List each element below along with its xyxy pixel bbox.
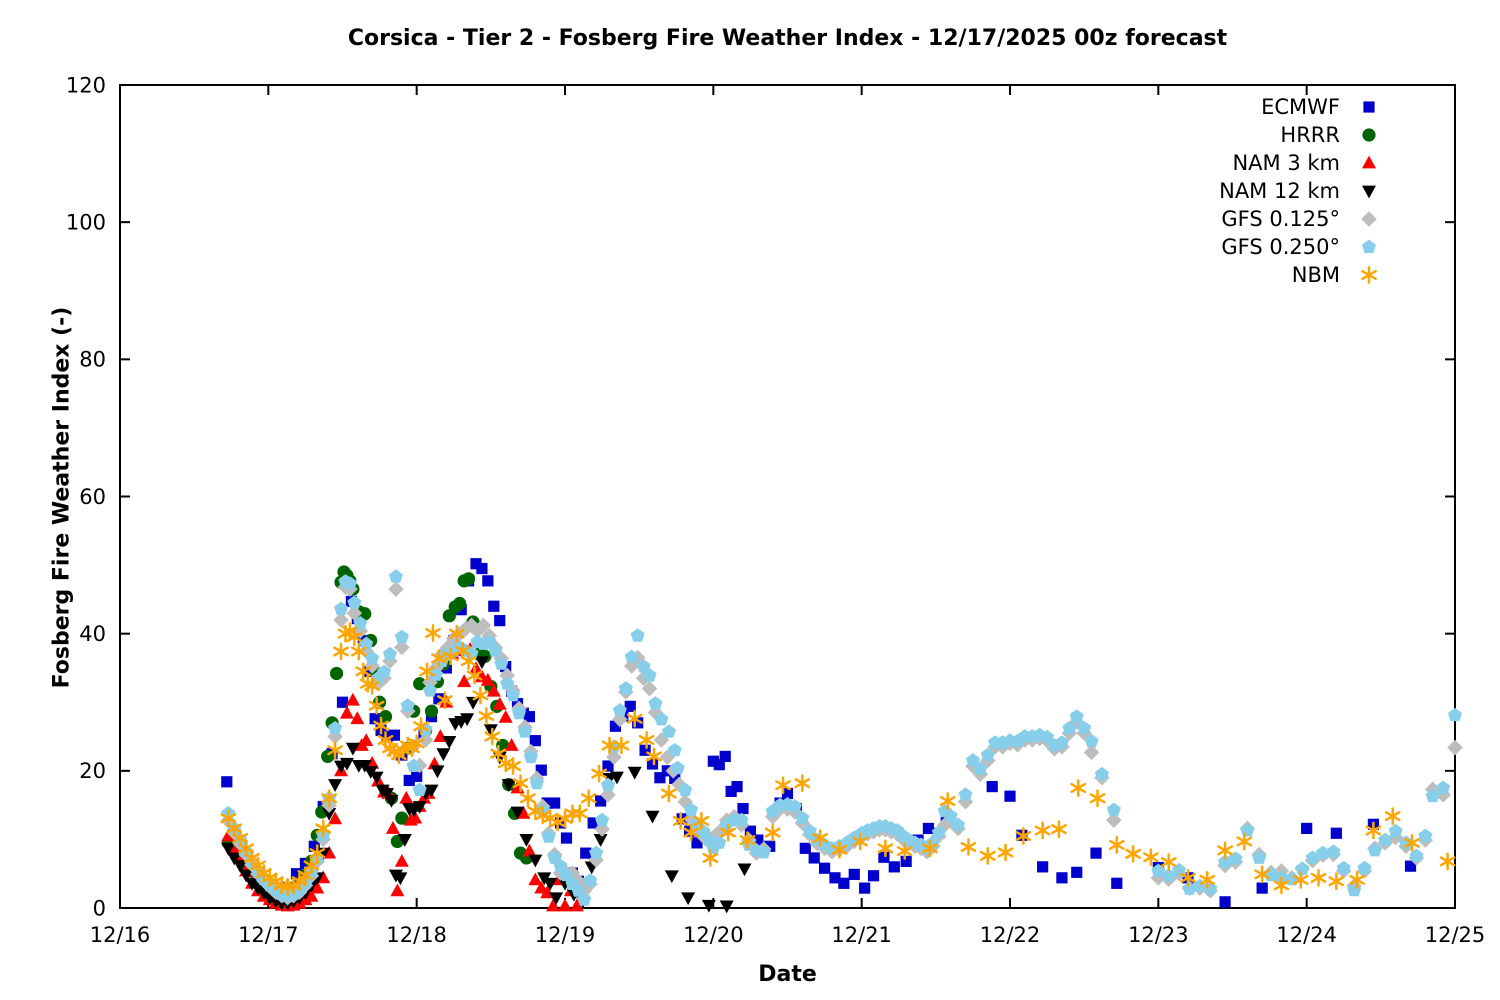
legend: ECMWF HRRR NAM 3 km NAM 12 km GFS 0.125° GFS … <box>1219 93 1382 289</box>
y-tick-label: 100 <box>66 211 106 235</box>
legend-item-nbm: NBM <box>1219 261 1382 289</box>
y-axis-ticks: 0 20 40 60 80 100 120 <box>66 73 1455 920</box>
legend-marker-triangle-down-icon <box>1362 185 1376 199</box>
legend-label: GFS 0.250° <box>1221 235 1340 259</box>
x-tick-label: 12/17 <box>238 923 299 947</box>
x-tick-label: 12/16 <box>90 923 151 947</box>
legend-label: HRRR <box>1280 123 1340 147</box>
legend-item-hrrr: HRRR <box>1219 121 1382 149</box>
legend-marker-diamond-icon <box>1361 211 1377 227</box>
legend-item-nam-3-km: NAM 3 km <box>1219 149 1382 177</box>
y-tick-label: 20 <box>79 759 106 783</box>
x-tick-label: 12/20 <box>683 923 744 947</box>
x-tick-label: 12/22 <box>980 923 1041 947</box>
legend-label: NBM <box>1291 263 1340 287</box>
legend-marker-square-icon <box>1363 101 1375 113</box>
y-tick-label: 120 <box>66 73 106 97</box>
legend-marker-asterisk-icon <box>1361 266 1377 284</box>
legend-item-ecmwf: ECMWF <box>1219 93 1382 121</box>
y-tick-label: 40 <box>79 622 106 646</box>
x-tick-label: 12/19 <box>535 923 596 947</box>
legend-marker-circle-icon <box>1362 128 1376 142</box>
legend-item-gfs-0-125: GFS 0.125° <box>1219 205 1382 233</box>
y-tick-label: 80 <box>79 348 106 372</box>
x-tick-label: 12/24 <box>1276 923 1337 947</box>
legend-label: NAM 3 km <box>1232 151 1340 175</box>
x-axis-ticks: 12/16 12/17 12/18 12/19 12/20 12/21 12/22 12/23… <box>90 85 1486 947</box>
x-tick-label: 12/23 <box>1128 923 1189 947</box>
series-nbm <box>220 622 1456 896</box>
chart-title: Corsica - Tier 2 - Fosberg Fire Weather … <box>347 26 1228 51</box>
legend-label: NAM 12 km <box>1219 179 1340 203</box>
legend-marker-triangle-up-icon <box>1362 155 1376 169</box>
legend-item-nam-12-km: NAM 12 km <box>1219 177 1382 205</box>
y-tick-label: 0 <box>93 896 106 920</box>
y-axis-label: Fosberg Fire Weather Index (-) <box>49 306 75 689</box>
x-tick-label: 12/25 <box>1425 923 1486 947</box>
series-nam-3-km <box>221 642 584 912</box>
legend-label: ECMWF <box>1261 95 1340 119</box>
x-axis-label: Date <box>758 962 817 987</box>
x-tick-label: 12/18 <box>386 923 447 947</box>
legend-label: GFS 0.125° <box>1221 207 1340 231</box>
y-tick-label: 60 <box>79 485 106 509</box>
x-tick-label: 12/21 <box>831 923 892 947</box>
legend-item-gfs-0-250: GFS 0.250° <box>1219 233 1382 261</box>
legend-marker-pentagon-icon <box>1362 239 1376 253</box>
